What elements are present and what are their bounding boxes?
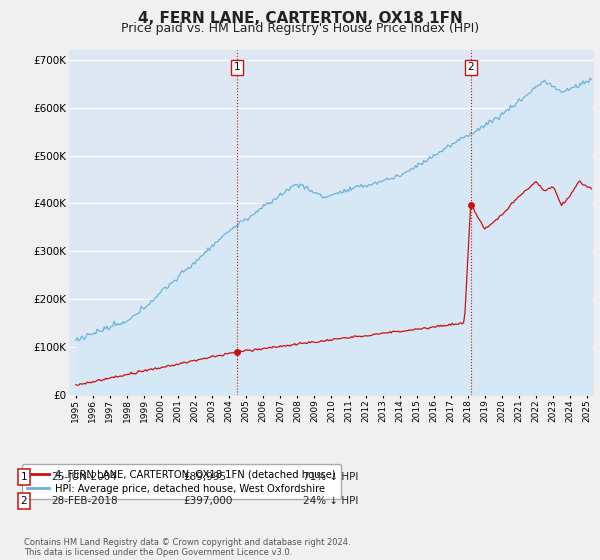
Text: 28-FEB-2018: 28-FEB-2018: [51, 496, 118, 506]
Text: £89,995: £89,995: [183, 472, 226, 482]
Text: 25-JUN-2004: 25-JUN-2004: [51, 472, 117, 482]
Text: £397,000: £397,000: [183, 496, 232, 506]
Text: 1: 1: [234, 63, 241, 72]
Legend: 4, FERN LANE, CARTERTON, OX18 1FN (detached house), HPI: Average price, detached: 4, FERN LANE, CARTERTON, OX18 1FN (detac…: [22, 464, 341, 499]
Text: 24% ↓ HPI: 24% ↓ HPI: [303, 496, 358, 506]
Text: Contains HM Land Registry data © Crown copyright and database right 2024.
This d: Contains HM Land Registry data © Crown c…: [24, 538, 350, 557]
Text: 2: 2: [20, 496, 28, 506]
Text: 71% ↓ HPI: 71% ↓ HPI: [303, 472, 358, 482]
Text: 1: 1: [20, 472, 28, 482]
Text: Price paid vs. HM Land Registry's House Price Index (HPI): Price paid vs. HM Land Registry's House …: [121, 22, 479, 35]
Text: 4, FERN LANE, CARTERTON, OX18 1FN: 4, FERN LANE, CARTERTON, OX18 1FN: [137, 11, 463, 26]
Text: 2: 2: [467, 63, 474, 72]
